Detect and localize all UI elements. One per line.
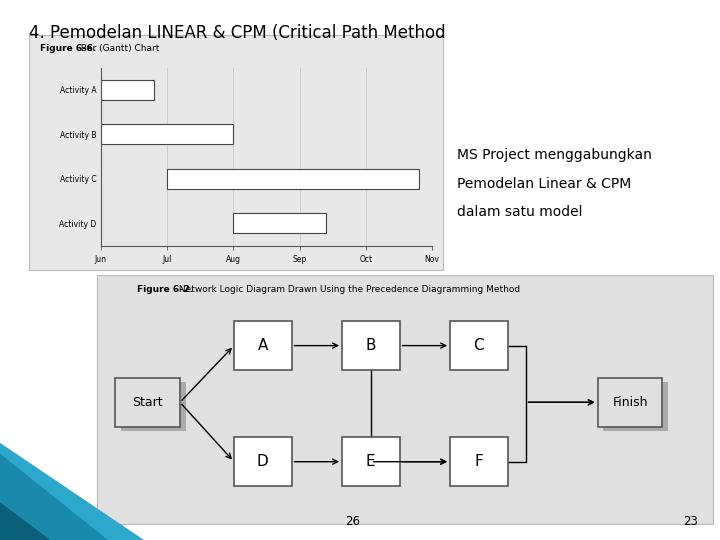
Text: dalam satu model: dalam satu model xyxy=(457,205,582,219)
Bar xyxy=(234,321,292,370)
Bar xyxy=(121,382,186,431)
Polygon shape xyxy=(0,454,108,540)
Bar xyxy=(101,80,154,100)
Polygon shape xyxy=(0,443,144,540)
Text: Network Logic Diagram Drawn Using the Precedence Diagramming Method: Network Logic Diagram Drawn Using the Pr… xyxy=(176,285,520,294)
Bar xyxy=(450,437,508,486)
Bar xyxy=(342,437,400,486)
Bar xyxy=(115,378,180,427)
Bar xyxy=(97,275,713,524)
Bar xyxy=(29,35,443,270)
Text: F: F xyxy=(474,454,483,469)
Bar xyxy=(101,124,233,144)
Text: B: B xyxy=(366,338,376,353)
Text: MS Project menggabungkan: MS Project menggabungkan xyxy=(457,148,652,163)
Polygon shape xyxy=(0,502,50,540)
Text: 26: 26 xyxy=(346,515,360,528)
Bar xyxy=(603,382,668,431)
Text: Pemodelan Linear & CPM: Pemodelan Linear & CPM xyxy=(457,177,631,191)
Text: Figure 6–6.: Figure 6–6. xyxy=(40,44,96,53)
Text: Start: Start xyxy=(132,396,163,409)
Text: Bar (Gantt) Chart: Bar (Gantt) Chart xyxy=(78,44,159,53)
Bar xyxy=(450,321,508,370)
Text: E: E xyxy=(366,454,376,469)
Bar xyxy=(234,437,292,486)
Text: 4. Pemodelan LINEAR & CPM (Critical Path Method: 4. Pemodelan LINEAR & CPM (Critical Path… xyxy=(29,24,446,42)
Bar xyxy=(167,169,419,189)
Text: C: C xyxy=(474,338,484,353)
Text: Finish: Finish xyxy=(612,396,648,409)
Text: Figure 6–2.: Figure 6–2. xyxy=(137,285,193,294)
Bar xyxy=(598,378,662,427)
Bar xyxy=(342,321,400,370)
Bar xyxy=(233,213,326,233)
Text: D: D xyxy=(257,454,269,469)
Text: A: A xyxy=(258,338,268,353)
Text: 23: 23 xyxy=(683,515,698,528)
